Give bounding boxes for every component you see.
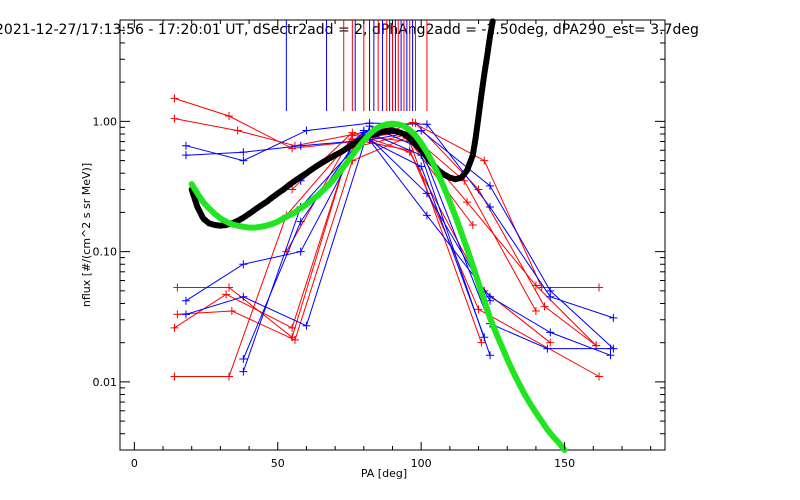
series-6-point-4 [546,338,555,347]
series-10-point-0 [181,296,190,305]
series-0-point-1 [225,111,233,120]
series-0-point-0 [170,94,179,103]
series-2-point-6 [531,281,540,290]
series-line-10 [185,131,611,356]
series-11-point-2 [302,321,311,330]
series-5-point-5 [474,305,483,314]
series-2-point-1 [225,283,233,292]
series-line-4 [177,136,474,341]
vertical-markers [285,20,428,112]
x-tick-label-2: 100 [411,457,432,470]
series-8-point-5 [486,203,495,212]
series-10-point-6 [546,328,555,337]
y-tick-label-2: 1.00 [93,115,118,128]
series-9-point-5 [486,181,495,190]
y-axis-label: nflux [#/(cm^2 s sr MeV)] [80,163,93,307]
series-10-point-1 [239,260,248,269]
series-10-point-4 [422,211,431,220]
series-1-point-4 [411,119,420,128]
series-8-point-1 [239,156,248,165]
series-12-point-0 [239,354,248,363]
series-11-point-1 [239,292,248,301]
series-11-point-3 [365,122,374,131]
series-12-point-1 [296,217,305,226]
series-line-9 [185,130,614,349]
series-14-point-2 [422,189,431,198]
series-line-5 [174,138,600,377]
series-6-point-0 [288,185,297,194]
series-0-point-5 [480,156,489,165]
x-tick-label-3: 150 [554,457,575,470]
series-3-point-1 [222,290,231,299]
series-13-point-3 [417,162,426,171]
series-13-point-4 [480,333,489,342]
series-4-point-5 [468,221,477,230]
series-5-point-0 [170,372,179,381]
series-line-1 [174,118,597,346]
series-3-point-2 [288,323,297,332]
series-1-point-1 [233,126,242,135]
series-7-point-3 [477,338,486,347]
series-1-point-0 [170,114,179,123]
series-line-12 [242,129,491,360]
fit-curves [188,17,568,453]
series-11-point-7 [606,344,615,353]
series-7-point-1 [348,131,357,140]
series-5-point-6 [595,372,604,381]
series-9-point-2 [296,141,305,150]
series-9-point-6 [546,286,555,295]
series-9-point-1 [239,148,248,157]
series-8-point-2 [302,126,311,135]
series-13-point-0 [239,367,248,376]
series-0-point-7 [595,283,604,292]
series-3-point-6 [531,307,540,316]
series-line-2 [177,131,597,346]
series-11-point-0 [181,310,190,319]
series-11-point-6 [543,344,552,353]
x-axis-ticks: 0 50 100 150 [131,20,652,470]
series-1-point-6 [540,302,549,311]
chart-title: 2021-12-27/17:13:56 - 17:20:01 UT, dSect… [0,22,699,38]
series-8-point-4 [422,120,431,129]
series-4-point-2 [290,335,299,344]
y-tick-label-1: 0.10 [93,246,118,259]
series-10-point-2 [296,247,305,256]
x-tick-label-1: 50 [271,457,285,470]
fit-curve-0 [188,17,496,229]
series-12-point-4 [486,351,495,360]
series-9-point-0 [181,151,190,160]
series-5-point-1 [225,372,233,381]
series-2-point-5 [463,198,472,207]
x-axis-label: PA [deg] [361,467,407,480]
series-4-point-1 [227,307,236,316]
series-2-point-0 [173,283,182,292]
y-tick-label-0: 0.01 [93,376,118,389]
series-8-point-7 [609,313,618,322]
series-line-11 [185,125,611,350]
y-axis-ticks: 0.01 0.10 1.00 [93,19,665,451]
data-series [170,94,618,381]
series-9-point-4 [417,126,426,135]
series-4-point-0 [173,310,182,319]
series-line-13 [242,136,485,372]
series-3-point-0 [170,323,179,332]
series-8-point-0 [181,141,190,150]
x-tick-label-0: 0 [131,457,138,470]
fit-curve-1 [188,120,568,453]
series-6-point-2 [405,148,414,157]
